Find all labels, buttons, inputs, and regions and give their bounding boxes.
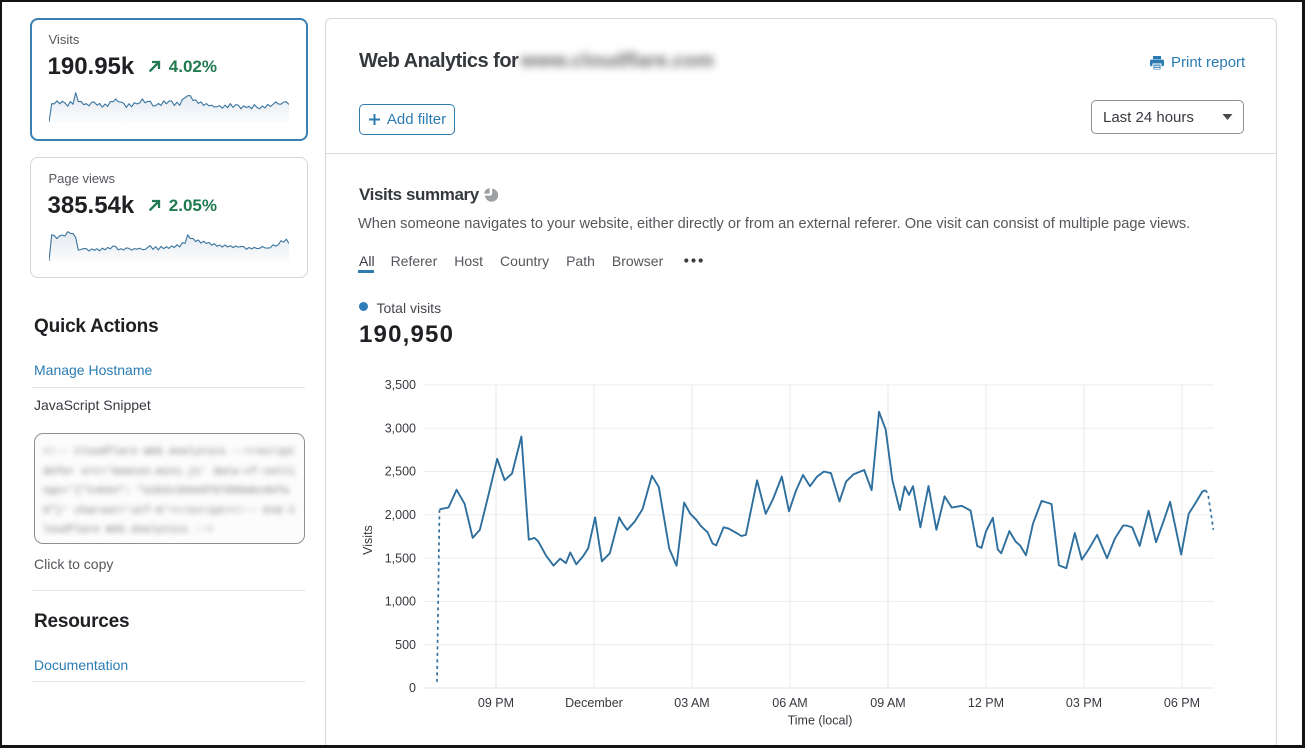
svg-text:09 PM: 09 PM (478, 696, 514, 710)
svg-text:09 AM: 09 AM (870, 696, 905, 710)
svg-text:Time (local): Time (local) (788, 714, 853, 728)
svg-text:3,000: 3,000 (385, 421, 416, 435)
svg-text:1,000: 1,000 (385, 595, 416, 609)
svg-text:3,500: 3,500 (385, 378, 416, 392)
svg-text:06 PM: 06 PM (1164, 696, 1200, 710)
svg-text:December: December (565, 696, 623, 710)
svg-text:12 PM: 12 PM (968, 696, 1004, 710)
svg-text:Visits: Visits (361, 525, 375, 555)
svg-text:500: 500 (395, 638, 416, 652)
svg-text:03 AM: 03 AM (674, 696, 709, 710)
svg-text:06 AM: 06 AM (772, 696, 807, 710)
svg-text:0: 0 (409, 681, 416, 695)
svg-text:2,500: 2,500 (385, 465, 416, 479)
svg-text:2,000: 2,000 (385, 508, 416, 522)
svg-text:1,500: 1,500 (385, 551, 416, 565)
svg-text:03 PM: 03 PM (1066, 696, 1102, 710)
